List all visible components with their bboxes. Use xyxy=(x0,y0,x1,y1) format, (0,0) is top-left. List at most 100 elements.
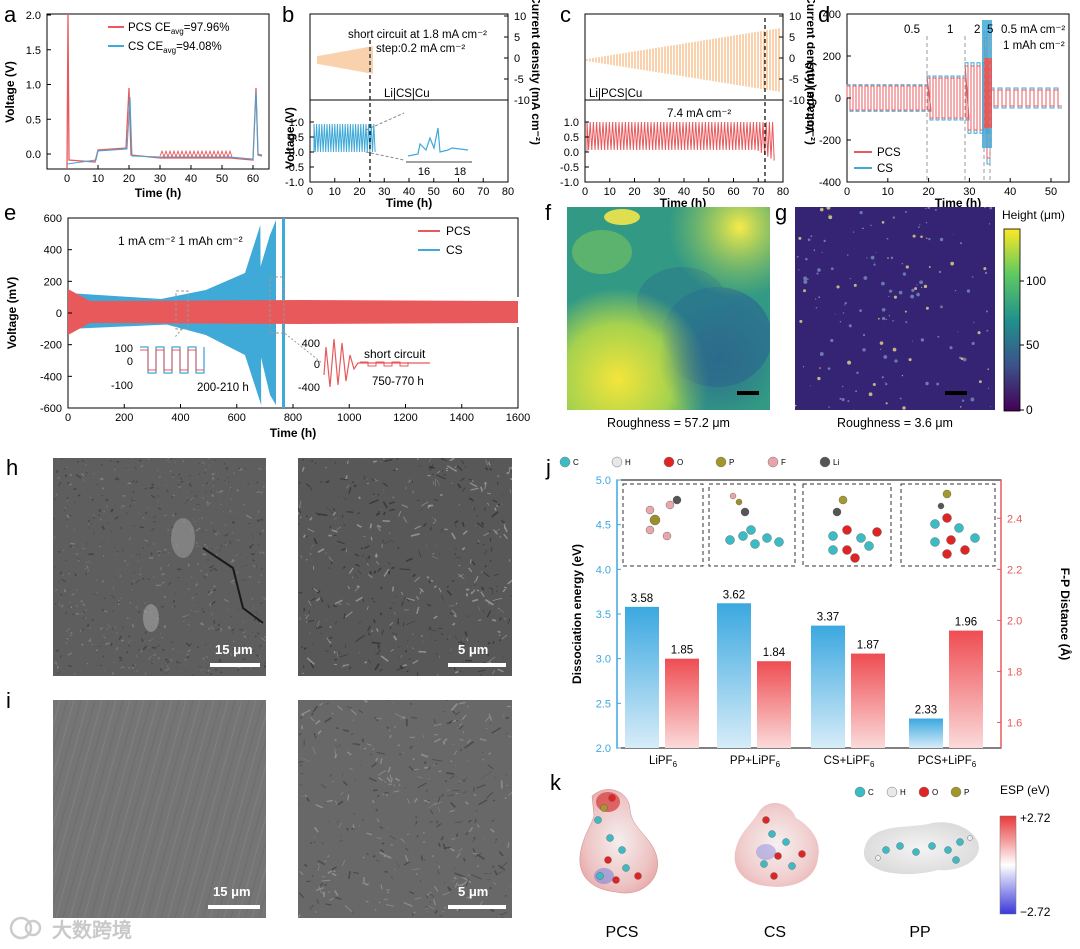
tick-label: 70 xyxy=(752,186,764,198)
y-axis-label: Voltage (mV) xyxy=(803,62,817,134)
legend-pcs-text: PCS CEavg=97.96% xyxy=(128,22,229,36)
inset-tick: 18 xyxy=(454,166,466,178)
tick-label: 0 xyxy=(789,53,795,65)
tick-label: -5 xyxy=(514,74,524,86)
tick-label: 80 xyxy=(502,186,514,198)
tick-label: 1.0 xyxy=(289,117,304,129)
tick-label: 10 xyxy=(604,186,616,198)
tick-label: 50 xyxy=(216,173,228,185)
cell-label: Li|PCS|Cu xyxy=(589,88,642,100)
atom-label: F xyxy=(781,458,786,467)
tick-label: 40 xyxy=(1004,186,1016,198)
tick-label: 1400 xyxy=(450,412,474,424)
category-label: PP+LiPF6 xyxy=(730,755,781,769)
bar-fp-distance xyxy=(757,661,791,748)
tick-label: 1000 xyxy=(337,412,361,424)
tick-label: 200 xyxy=(44,276,62,288)
tick-label: 80 xyxy=(777,186,789,198)
esp-label-pp: PP xyxy=(909,924,930,941)
y-axis-label: Dissociation energy (eV) xyxy=(570,544,584,684)
tick-label: 10 xyxy=(882,186,894,198)
inset2-tick: -400 xyxy=(298,382,320,394)
inset2-wave xyxy=(323,338,430,388)
atom-label: P xyxy=(964,788,969,797)
panel-label-f: f xyxy=(545,200,552,225)
atom-icon xyxy=(559,456,571,468)
tick-label: 400 xyxy=(171,412,189,424)
panel-label-e: e xyxy=(4,200,17,225)
tick-label: 600 xyxy=(228,412,246,424)
panel-label-i: i xyxy=(6,688,11,713)
watermark: 大数跨境 xyxy=(52,920,132,942)
colorbar-title: Height (μm) xyxy=(1002,208,1065,222)
tick-label: 4.5 xyxy=(596,520,611,532)
bar-value-label: 1.96 xyxy=(955,617,977,629)
panel-label-j: j xyxy=(546,455,551,480)
tick-label: 20 xyxy=(123,173,135,185)
tick-label: 20 xyxy=(922,186,934,198)
tick-label: 0 xyxy=(514,53,520,65)
scale-label: 5 μm xyxy=(458,884,489,899)
category-label: LiPF6 xyxy=(649,755,678,769)
rate-label: 0.5 xyxy=(904,24,920,36)
atom-label: C xyxy=(868,788,874,797)
tick-label: -200 xyxy=(819,135,841,147)
tick-label: 30 xyxy=(963,186,975,198)
tick-label: 0.5 xyxy=(564,132,579,144)
panel-label-g: g xyxy=(775,200,788,225)
pcs-trace xyxy=(66,13,263,170)
atom-icon xyxy=(854,786,866,798)
short-circuit-annotation: short circuit at 1.8 mA cm⁻² xyxy=(348,29,487,41)
height-map-cs xyxy=(795,207,995,410)
tick-label: 20 xyxy=(353,186,365,198)
y-axis-label: Voltage (mV) xyxy=(5,277,19,349)
panel-label-c: c xyxy=(560,2,571,27)
tick-label: 2.4 xyxy=(1007,513,1022,525)
tick-label: 50 xyxy=(1045,186,1057,198)
tick-label: 0.0 xyxy=(289,147,304,159)
tick-label: 10 xyxy=(329,186,341,198)
panel-b-chart: short circuit at 1.8 mA cm⁻² step:0.2 mA… xyxy=(283,0,540,210)
tick-label: 1.6 xyxy=(1007,717,1022,729)
panel-a-chart: 0.0 0.5 1.0 1.5 2.0 0 10 20 30 40 50 60 PCS CEavg=9… xyxy=(3,10,270,200)
tick-label: 0.5 xyxy=(26,114,41,126)
tick-label: 2.0 xyxy=(26,10,41,22)
tick-label: -200 xyxy=(40,340,62,352)
atom-label: H xyxy=(625,458,631,467)
legend-cs-text: CS CEavg=94.08% xyxy=(128,41,222,55)
tick-label: 10 xyxy=(789,11,801,23)
legend-cs: CS xyxy=(877,163,893,175)
bar-value-label: 3.58 xyxy=(631,593,653,605)
roughness-pcs: Roughness = 57.2 μm xyxy=(607,416,730,430)
tick-label: 30 xyxy=(653,186,665,198)
scale-label: 15 μm xyxy=(213,884,251,899)
tick-label: -600 xyxy=(40,403,62,415)
tick-label: 200 xyxy=(823,51,841,63)
panel-c-chart: Li|PCS|Cu 7.4 mA cm⁻² -1.0 -0.5 0.0 0.5 1.0 0… xyxy=(560,0,815,210)
tick-label: 0 xyxy=(844,186,850,198)
tick-label: 70 xyxy=(477,186,489,198)
tick-label: 2.2 xyxy=(1007,564,1022,576)
tick-label: 40 xyxy=(678,186,690,198)
legend-cs: CS xyxy=(446,243,463,257)
tick-label: 1.0 xyxy=(26,80,41,92)
tick-label: 1200 xyxy=(393,412,417,424)
bar-fp-distance xyxy=(851,653,885,748)
tick-label: 3.0 xyxy=(596,654,611,666)
tick-label: 10 xyxy=(514,11,526,23)
esp-min: −2.72 xyxy=(1020,905,1051,919)
tick-label: 0.0 xyxy=(564,147,579,159)
tick-label: -400 xyxy=(40,371,62,383)
tick-label: -0.5 xyxy=(560,162,579,174)
colorbar-tick: 50 xyxy=(1026,338,1040,352)
watermark-logo-icon xyxy=(9,916,42,940)
height-colorbar: Height (μm) 100 50 0 xyxy=(1002,208,1065,415)
bar-value-label: 1.87 xyxy=(857,640,879,652)
tick-label: 0.0 xyxy=(26,149,41,161)
capacity-annotation: 1 mAh cm⁻² xyxy=(1003,40,1065,52)
atom-icon xyxy=(819,456,831,468)
panel-k-esp: PCS CS PP C H O P ESP (eV) +2.72 −2.72 xyxy=(579,783,1051,941)
esp-max: +2.72 xyxy=(1020,811,1051,825)
panel-label-h: h xyxy=(6,455,19,480)
bar-dissociation xyxy=(625,606,659,748)
